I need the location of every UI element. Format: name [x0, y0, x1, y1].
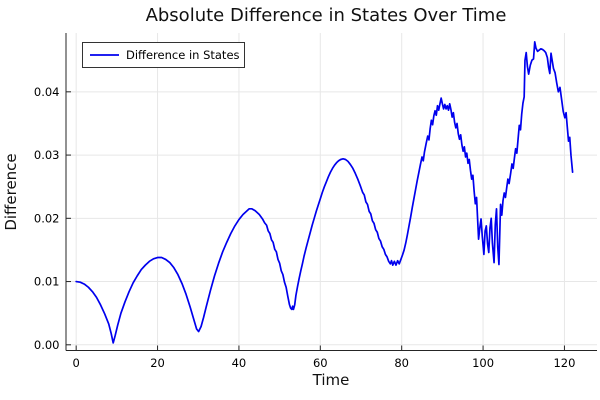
legend-label: Difference in States: [126, 48, 240, 62]
x-tick-label: 100: [472, 356, 494, 370]
y-axis-label: Difference: [2, 153, 20, 230]
x-tick-label: 20: [150, 356, 165, 370]
x-tick-label: 40: [232, 356, 247, 370]
y-tick-label: 0.01: [34, 275, 60, 289]
y-tick-label: 0.03: [34, 148, 60, 162]
x-tick-label: 80: [394, 356, 409, 370]
x-axis-label: Time: [312, 371, 350, 389]
y-tick-label: 0.00: [34, 338, 60, 352]
x-tick-label: 60: [313, 356, 328, 370]
axes: [65, 33, 597, 351]
tick-labels: 0 20 40 60 80 100 120 0.00 0.01 0.02 0.03 0.04: [34, 85, 576, 370]
x-tick-label: 120: [553, 356, 575, 370]
x-tick-label: 0: [73, 356, 80, 370]
series-line-difference-in-states: [75, 41, 574, 344]
y-tick-label: 0.02: [34, 211, 60, 225]
legend: Difference in States: [82, 42, 245, 68]
y-tick-label: 0.04: [34, 85, 60, 99]
gridlines: [66, 33, 597, 351]
chart-title: Absolute Difference in States Over Time: [146, 5, 507, 26]
